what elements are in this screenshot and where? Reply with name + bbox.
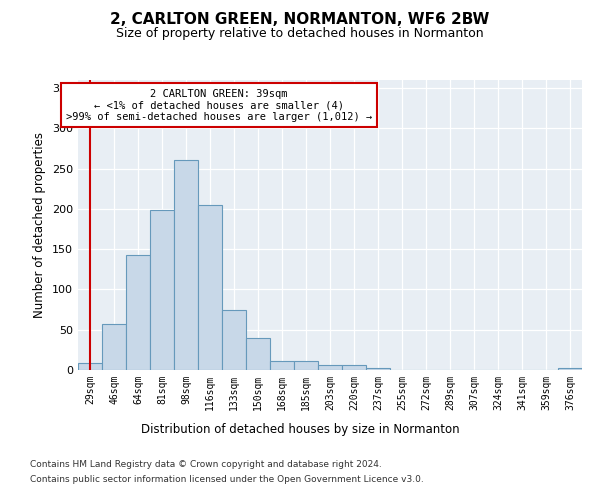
Text: Size of property relative to detached houses in Normanton: Size of property relative to detached ho… xyxy=(116,28,484,40)
Text: Contains public sector information licensed under the Open Government Licence v3: Contains public sector information licen… xyxy=(30,475,424,484)
Bar xyxy=(150,210,174,370)
Bar xyxy=(78,363,102,370)
Text: 2 CARLTON GREEN: 39sqm
← <1% of detached houses are smaller (4)
>99% of semi-det: 2 CARLTON GREEN: 39sqm ← <1% of detached… xyxy=(66,88,372,122)
Bar xyxy=(318,365,342,370)
Text: Contains HM Land Registry data © Crown copyright and database right 2024.: Contains HM Land Registry data © Crown c… xyxy=(30,460,382,469)
Bar xyxy=(126,255,150,370)
Bar xyxy=(102,324,126,370)
Text: 2, CARLTON GREEN, NORMANTON, WF6 2BW: 2, CARLTON GREEN, NORMANTON, WF6 2BW xyxy=(110,12,490,28)
Bar xyxy=(270,361,294,370)
Bar xyxy=(246,338,270,370)
Bar xyxy=(198,205,222,370)
Bar xyxy=(366,368,390,370)
Bar xyxy=(558,368,582,370)
Bar xyxy=(222,310,246,370)
Text: Distribution of detached houses by size in Normanton: Distribution of detached houses by size … xyxy=(140,422,460,436)
Y-axis label: Number of detached properties: Number of detached properties xyxy=(34,132,46,318)
Bar xyxy=(294,361,318,370)
Bar xyxy=(174,160,198,370)
Bar xyxy=(342,365,366,370)
